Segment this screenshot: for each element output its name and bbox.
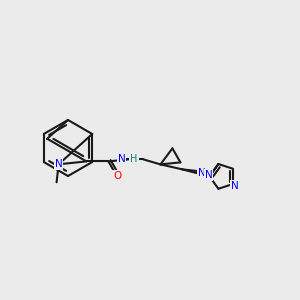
Text: N: N	[118, 154, 125, 164]
Text: N: N	[55, 159, 62, 169]
Text: N: N	[205, 170, 212, 180]
Text: N: N	[231, 181, 239, 191]
Text: O: O	[113, 171, 122, 182]
Text: H: H	[130, 154, 138, 164]
Text: N: N	[198, 168, 205, 178]
